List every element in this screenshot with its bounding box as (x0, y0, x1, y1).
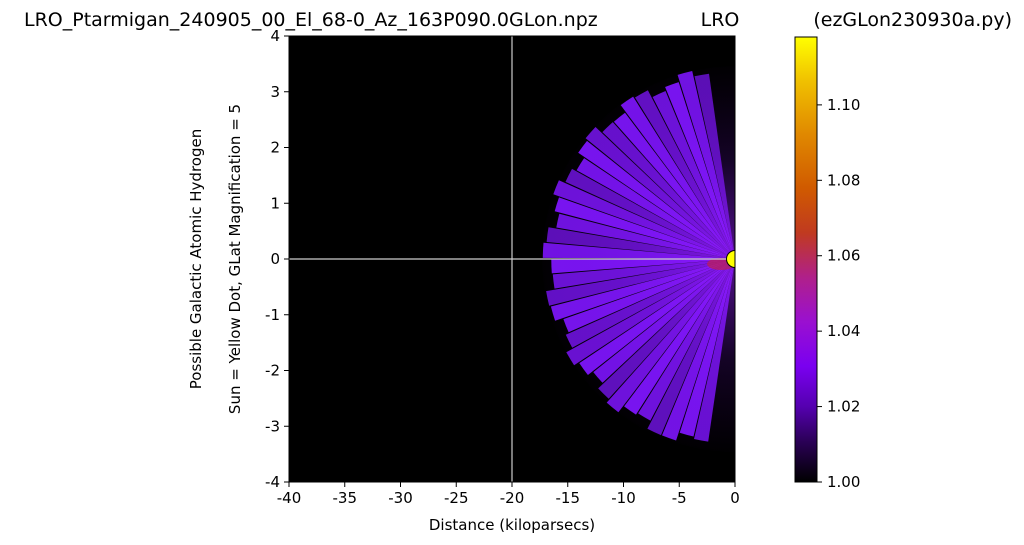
x-axis-ticks: -40 -35 -30 -25 -20 -15 -10 -5 0 (277, 482, 740, 507)
y-tick-label: -3 (265, 417, 280, 435)
x-tick-label: -40 (277, 489, 302, 507)
y-tick-label: -4 (265, 473, 280, 491)
x-tick-label: -15 (556, 489, 581, 507)
sun-marker (726, 250, 735, 268)
x-tick-label: 0 (730, 489, 740, 507)
chart-title-right: (ezGLon230930a.py) (813, 9, 1012, 31)
x-tick-label: -5 (672, 489, 687, 507)
colorbar-tick-label: 1.00 (827, 473, 860, 491)
colorbar-tick-label: 1.02 (827, 398, 860, 416)
chart-title-left: LRO_Ptarmigan_240905_00_El_68-0_Az_163P0… (24, 9, 598, 31)
y-tick-label: 1 (270, 194, 280, 212)
chart-title-center: LRO (701, 9, 740, 31)
x-tick-label: -25 (444, 489, 469, 507)
y-tick-label: -2 (265, 362, 280, 380)
colorbar (794, 36, 818, 483)
y-axis-label-line1: Possible Galactic Atomic Hydrogen (187, 129, 205, 389)
y-tick-label: 0 (270, 250, 280, 268)
y-tick-label: 3 (270, 83, 280, 101)
colorbar-ticks: 1.00 1.02 1.04 1.06 1.08 1.10 (817, 96, 860, 491)
x-axis-label: Distance (kiloparsecs) (429, 516, 595, 534)
x-tick-label: -20 (500, 489, 525, 507)
colorbar-tick-label: 1.04 (827, 322, 860, 340)
colorbar-tick-label: 1.10 (827, 96, 860, 114)
x-tick-label: -30 (388, 489, 413, 507)
x-tick-label: -35 (333, 489, 358, 507)
y-tick-label: 4 (270, 27, 280, 45)
colorbar-tick-label: 1.06 (827, 247, 860, 265)
y-tick-label: 2 (270, 139, 280, 157)
y-axis-label-line2: Sun = Yellow Dot, GLat Magnification = 5 (226, 104, 244, 414)
y-axis-ticks: -4 -3 -2 -1 0 1 2 3 4 (265, 27, 289, 491)
colorbar-tick-label: 1.08 (827, 171, 860, 189)
x-tick-label: -10 (611, 489, 636, 507)
y-tick-label: -1 (265, 306, 280, 324)
